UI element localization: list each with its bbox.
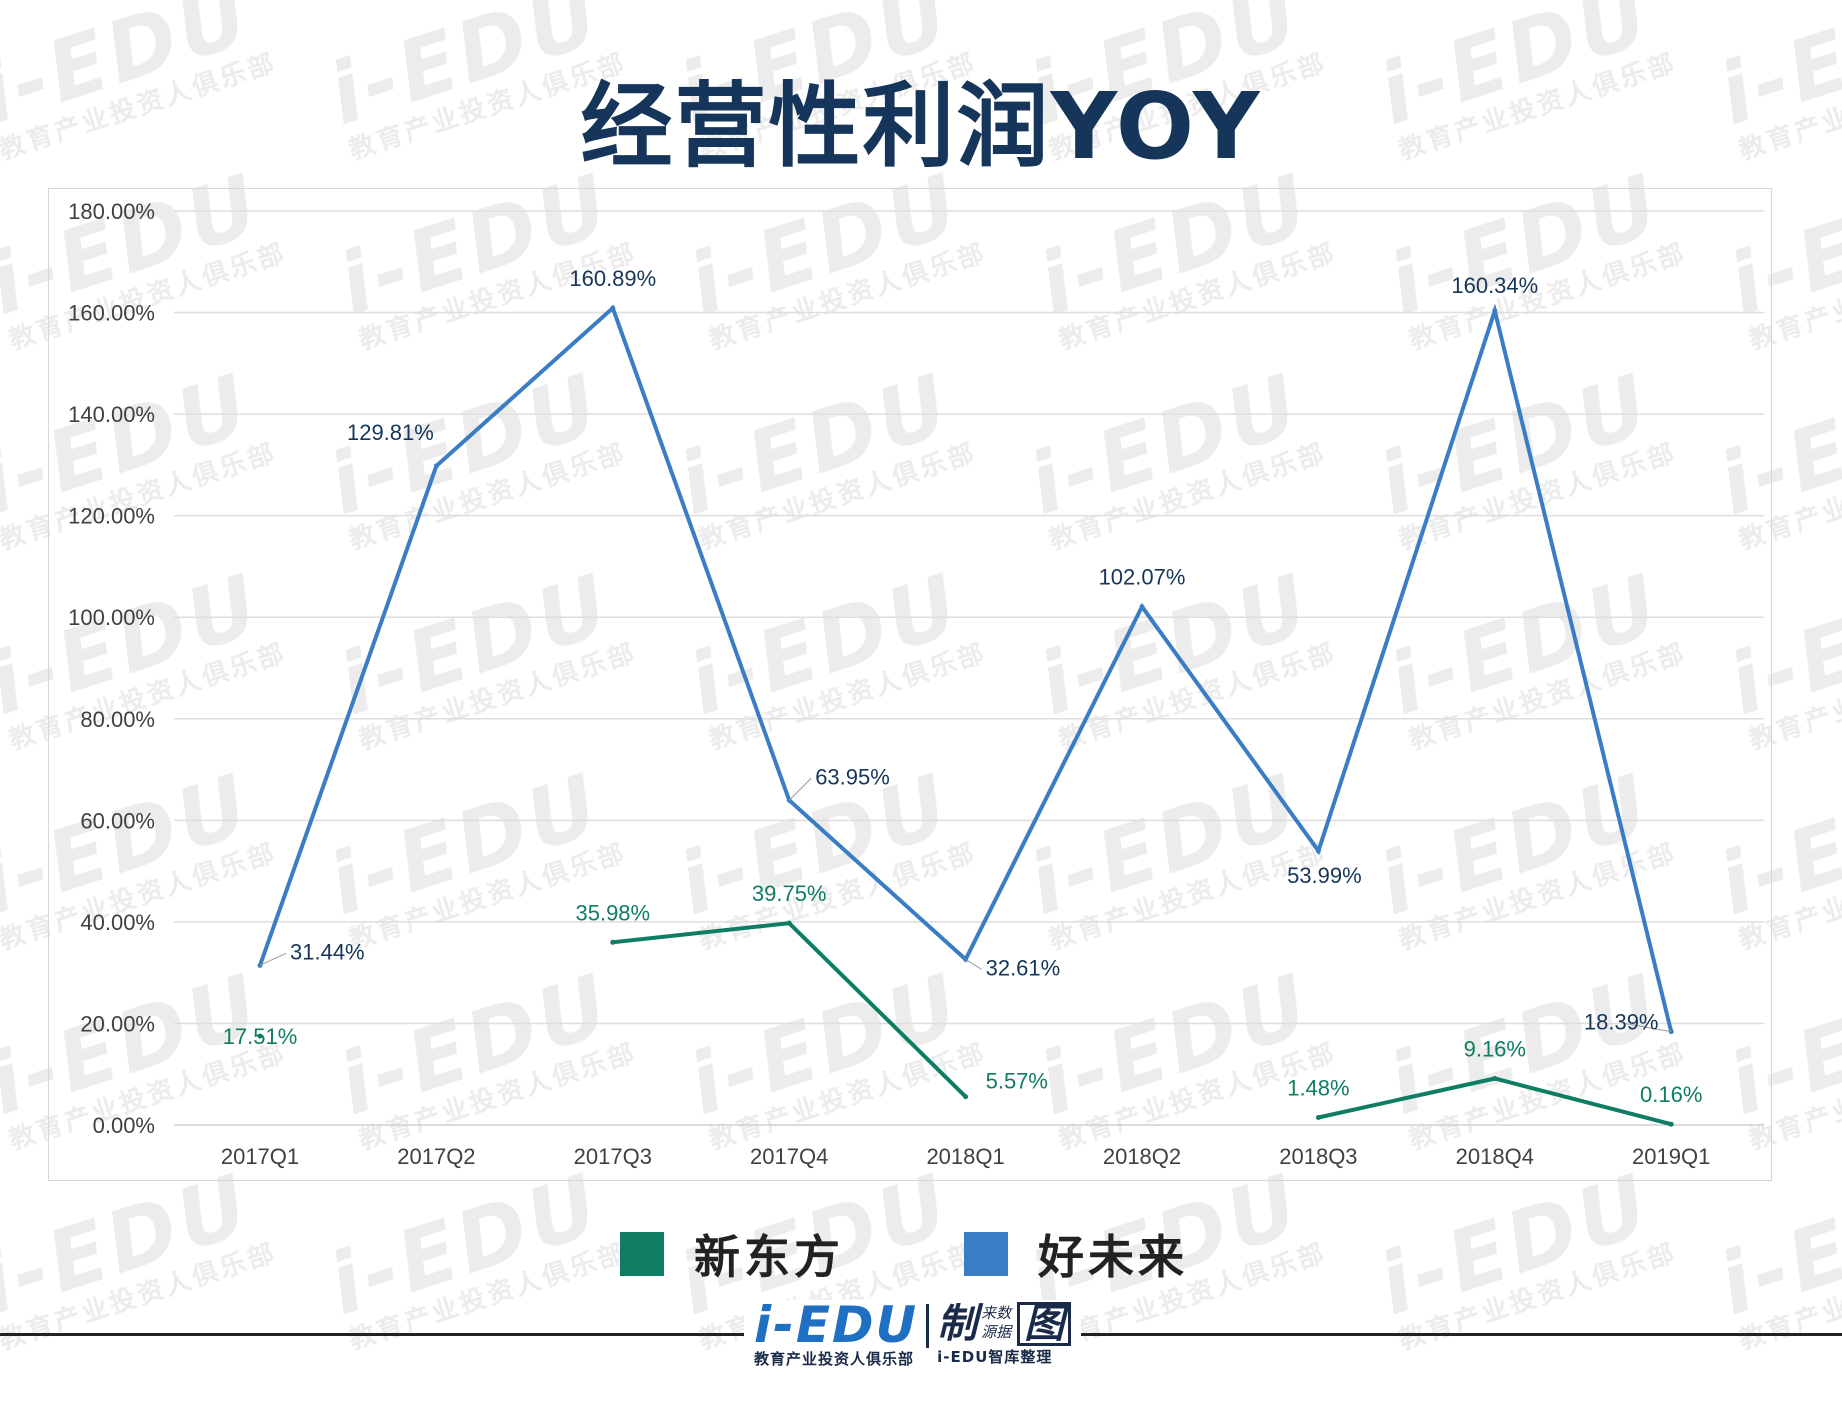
y-tick-label: 60.00% [80, 808, 155, 833]
legend-label-tal: 好未来 [1038, 1230, 1188, 1284]
footer-logo: i-EDU 教育产业投资人俱乐部 制 来数 源据 图 i-EDU智库整理 [744, 1300, 1082, 1368]
logo-main-text: i-EDU [754, 1296, 919, 1354]
data-label: 160.34% [1451, 273, 1538, 298]
data-label: 17.51% [223, 1024, 298, 1049]
label-leader-line [259, 952, 287, 966]
logo-right: 制 来数 源据 图 i-EDU智库整理 [937, 1300, 1072, 1366]
x-tick-label: 2019Q1 [1632, 1144, 1710, 1169]
x-tick-label: 2018Q4 [1456, 1144, 1534, 1169]
data-point [1315, 848, 1321, 854]
y-tick-label: 40.00% [80, 910, 155, 935]
watermark-sub-text: 教育产业投资人俱乐部 [0, 1237, 281, 1357]
watermark: i-EDU 教育产业投资人俱乐部 [1367, 1154, 1681, 1357]
data-point [257, 1033, 263, 1039]
data-label: 53.99% [1287, 863, 1362, 888]
data-point [433, 463, 439, 469]
data-point [1315, 1114, 1321, 1120]
y-tick-label: 120.00% [68, 504, 155, 529]
x-tick-label: 2017Q1 [221, 1144, 299, 1169]
legend-item-xdf: 新东方 [620, 1221, 844, 1287]
series-line-tal [258, 303, 1674, 1033]
x-tick-label: 2018Q1 [926, 1144, 1004, 1169]
data-label: 63.95% [815, 764, 890, 789]
x-tick-label: 2018Q2 [1103, 1144, 1181, 1169]
chart-title: 经营性利润YOY [580, 73, 1262, 180]
watermark-sub-text: 教育产业投资人俱乐部 [1395, 1237, 1681, 1357]
logo-sub-text: 教育产业投资人俱乐部 [754, 1350, 915, 1368]
logo-source-top: 来数 [981, 1304, 1012, 1322]
data-point [1139, 604, 1145, 610]
data-label: 129.81% [347, 420, 434, 445]
data-label: 1.48% [1287, 1075, 1349, 1100]
data-label: 5.57% [986, 1069, 1048, 1094]
legend-swatch-xdf [620, 1232, 664, 1276]
data-label: 9.16% [1464, 1036, 1526, 1061]
chart-frame: 0.00% 20.00% 40.00% 60.00% 80.00% 100.00% 120.… [48, 188, 1772, 1181]
logo-zhi: 制 [937, 1301, 978, 1347]
line-chart: 0.00% 20.00% 40.00% 60.00% 80.00% 100.00% 120.… [68, 199, 1764, 1169]
x-tick-label: 2017Q2 [397, 1144, 475, 1169]
y-tick-label: 160.00% [68, 301, 155, 326]
y-tick-label: 20.00% [80, 1011, 155, 1036]
watermark-sub-text: 教育产业投资人俱乐部 [1735, 1237, 1842, 1357]
watermark: i-EDU 教育产业投资人俱乐部 [317, 1154, 631, 1357]
data-point [610, 305, 616, 311]
data-point [610, 939, 616, 945]
label-leader-line [965, 958, 982, 970]
y-tick-label: 180.00% [68, 199, 155, 224]
data-point [1668, 1121, 1674, 1127]
logo-right-sub: i-EDU智库整理 [937, 1348, 1053, 1366]
data-label: 31.44% [290, 939, 365, 964]
watermark-main-text: i-EDU [1707, 1154, 1842, 1335]
data-point [1492, 308, 1498, 314]
data-label: 39.75% [752, 881, 827, 906]
watermark: i-EDU 教育产业投资人俱乐部 [0, 1154, 281, 1357]
x-tick-label: 2017Q4 [750, 1144, 828, 1169]
logo-tu: 图 [1017, 1302, 1072, 1346]
data-point [1492, 1075, 1498, 1081]
data-label: 32.61% [986, 955, 1061, 980]
logo-separator [926, 1304, 930, 1348]
x-tick-label: 2017Q3 [574, 1144, 652, 1169]
logo-right-row: 制 来数 源据 图 [937, 1300, 1072, 1348]
logo-source-bottom: 源据 [981, 1323, 1012, 1341]
data-point [963, 1094, 969, 1100]
data-label: 35.98% [575, 900, 650, 925]
watermark-main-text: i-EDU [0, 1154, 263, 1335]
data-label: 102.07% [1099, 565, 1186, 590]
x-tick-label: 2018Q3 [1279, 1144, 1357, 1169]
watermark-main-text: i-EDU [317, 1154, 613, 1335]
y-tick-label: 140.00% [68, 402, 155, 427]
legend-label-xdf: 新东方 [694, 1230, 844, 1284]
data-label: 160.89% [569, 266, 656, 291]
watermark: i-EDU 教育产业投资人俱乐部 [1707, 1154, 1842, 1357]
label-leader-line [1625, 1023, 1672, 1033]
y-tick-label: 100.00% [68, 605, 155, 630]
logo-block: i-EDU 教育产业投资人俱乐部 [754, 1300, 918, 1368]
legend: 新东方 好未来 [620, 1226, 1308, 1284]
y-tick-label: 80.00% [80, 707, 155, 732]
data-point [786, 920, 792, 926]
data-label: 18.39% [1584, 1010, 1659, 1035]
y-tick-label: 0.00% [93, 1113, 155, 1138]
watermark-main-text: i-EDU [1367, 1154, 1663, 1335]
logo-source: 来数 源据 [981, 1304, 1011, 1342]
legend-item-tal: 好未来 [964, 1221, 1188, 1287]
label-leader-line [788, 777, 812, 801]
legend-swatch-tal [964, 1232, 1008, 1276]
data-label: 0.16% [1640, 1082, 1702, 1107]
watermark-sub-text: 教育产业投资人俱乐部 [345, 1237, 631, 1357]
